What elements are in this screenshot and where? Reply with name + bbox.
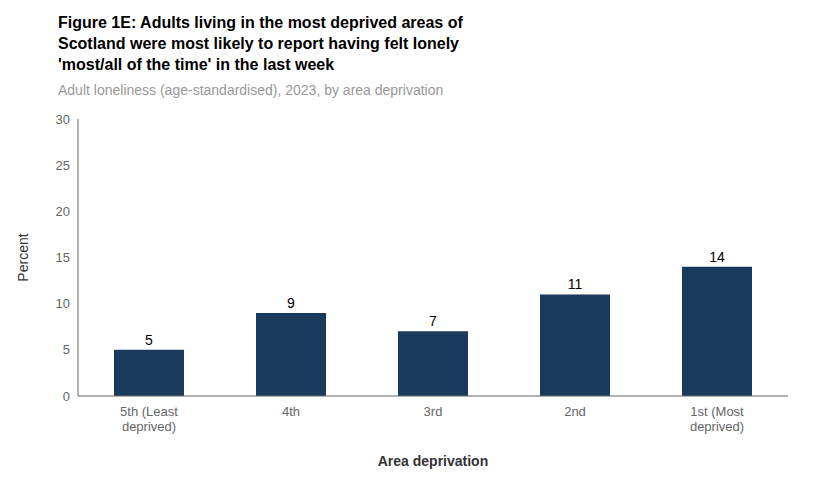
svg-text:1st (Mostdeprived): 1st (Mostdeprived)	[690, 404, 744, 434]
html-text:Adult loneliness (age-standard: Adult loneliness (age-standardised), 202…	[58, 82, 444, 98]
svg-text:15: 15	[56, 250, 70, 265]
svg-text:20: 20	[56, 204, 70, 219]
svg-text:Area deprivation: Area deprivation	[378, 453, 488, 469]
svg-text:2nd: 2nd	[564, 404, 586, 419]
svg-text:30: 30	[56, 112, 70, 127]
svg-text:5: 5	[63, 342, 70, 357]
svg-text:0: 0	[63, 389, 70, 404]
html-text:'most/all of the time' in the: 'most/all of the time' in the last week	[58, 56, 335, 73]
svg-text:Percent: Percent	[15, 233, 31, 281]
svg-text:5th (Leastdeprived): 5th (Leastdeprived)	[120, 404, 178, 434]
svg-text:11: 11	[568, 276, 583, 292]
svg-text:14: 14	[709, 249, 725, 265]
svg-text:3rd: 3rd	[424, 404, 443, 419]
html-text:Scotland were most likely to r: Scotland were most likely to report havi…	[58, 35, 459, 52]
svg-text:4th: 4th	[282, 404, 300, 419]
svg-text:9: 9	[287, 295, 295, 311]
svg-text:25: 25	[56, 158, 70, 173]
svg-text:7: 7	[429, 313, 437, 329]
svg-text:5: 5	[145, 332, 153, 348]
svg-text:10: 10	[56, 296, 70, 311]
html-text:Figure 1E: Adults living in th: Figure 1E: Adults living in the most dep…	[58, 14, 463, 31]
